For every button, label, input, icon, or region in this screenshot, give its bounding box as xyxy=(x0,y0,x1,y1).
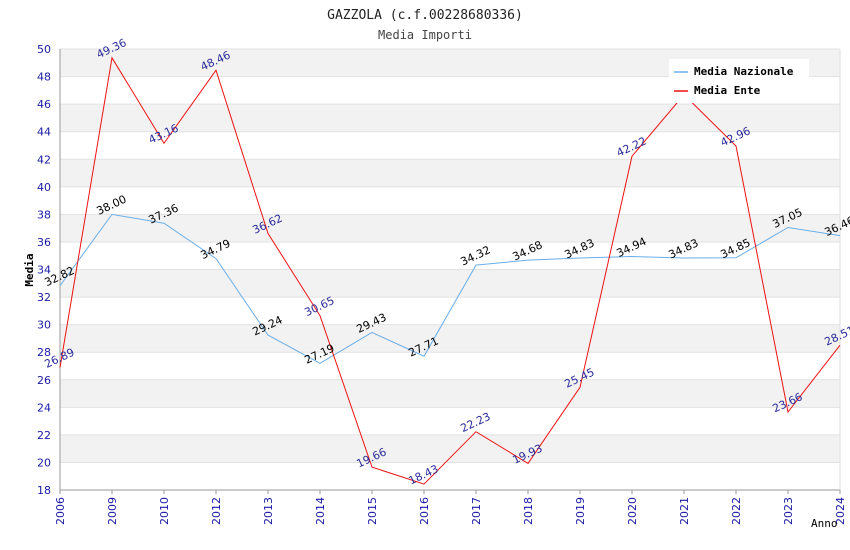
x-tick-label: 2019 xyxy=(574,497,587,525)
grid-band xyxy=(60,241,840,270)
y-tick-label: 34 xyxy=(37,264,51,277)
grid-band xyxy=(60,269,840,298)
grid-band xyxy=(60,324,840,353)
grid-band xyxy=(60,214,840,242)
chart-title: GAZZOLA (c.f.00228680336) xyxy=(327,8,523,23)
y-tick-label: 22 xyxy=(37,429,51,442)
x-tick-label: 2024 xyxy=(834,497,847,525)
legend-label-ente: Media Ente xyxy=(694,84,761,97)
x-tick-label: 2016 xyxy=(418,497,431,525)
y-tick-label: 30 xyxy=(37,319,51,332)
grid-band xyxy=(60,462,840,490)
x-tick-label: 2009 xyxy=(106,497,119,525)
x-tick-label: 2017 xyxy=(470,497,483,525)
y-axis-label: Media xyxy=(23,253,36,286)
y-tick-label: 18 xyxy=(37,484,51,497)
grid-band xyxy=(60,352,840,380)
x-tick-label: 2022 xyxy=(730,497,743,525)
grid-band xyxy=(60,379,840,408)
x-tick-label: 2023 xyxy=(782,497,795,525)
grid-band xyxy=(60,407,840,435)
x-tick-label: 2021 xyxy=(678,497,691,525)
y-tick-label: 48 xyxy=(37,71,51,84)
grid-band xyxy=(60,186,840,215)
legend: Media Nazionale Media Ente xyxy=(669,59,809,103)
grid-band xyxy=(60,159,840,187)
y-tick-label: 38 xyxy=(37,208,51,221)
y-tick-label: 20 xyxy=(37,456,51,469)
x-axis-label: Anno xyxy=(811,517,838,530)
legend-box xyxy=(669,59,809,103)
y-tick-label: 24 xyxy=(37,401,51,414)
x-tick-label: 2006 xyxy=(54,497,67,525)
y-tick-label: 32 xyxy=(37,291,51,304)
series-line-nazionale xyxy=(59,213,841,364)
y-tick-label: 40 xyxy=(37,181,51,194)
y-tick-label: 44 xyxy=(37,126,51,139)
y-tick-label: 46 xyxy=(37,98,51,111)
grid-band xyxy=(60,131,840,160)
grid-band xyxy=(60,104,840,132)
x-tick-label: 2014 xyxy=(314,497,327,525)
y-tick-label: 28 xyxy=(37,346,51,359)
x-tick-label: 2013 xyxy=(262,497,275,525)
series-line-ente xyxy=(59,56,841,485)
legend-label-nazionale: Media Nazionale xyxy=(694,65,794,78)
x-tick-label: 2018 xyxy=(522,497,535,525)
y-tick-label: 50 xyxy=(37,43,51,56)
x-tick-label: 2012 xyxy=(210,497,223,525)
x-tick-label: 2015 xyxy=(366,497,379,525)
x-tick-label: 2020 xyxy=(626,497,639,525)
chart-subtitle: Media Importi xyxy=(378,28,472,42)
x-tick-label: 2010 xyxy=(158,497,171,525)
y-tick-label: 42 xyxy=(37,153,51,166)
y-tick-label: 36 xyxy=(37,236,51,249)
y-tick-label: 26 xyxy=(37,374,51,387)
